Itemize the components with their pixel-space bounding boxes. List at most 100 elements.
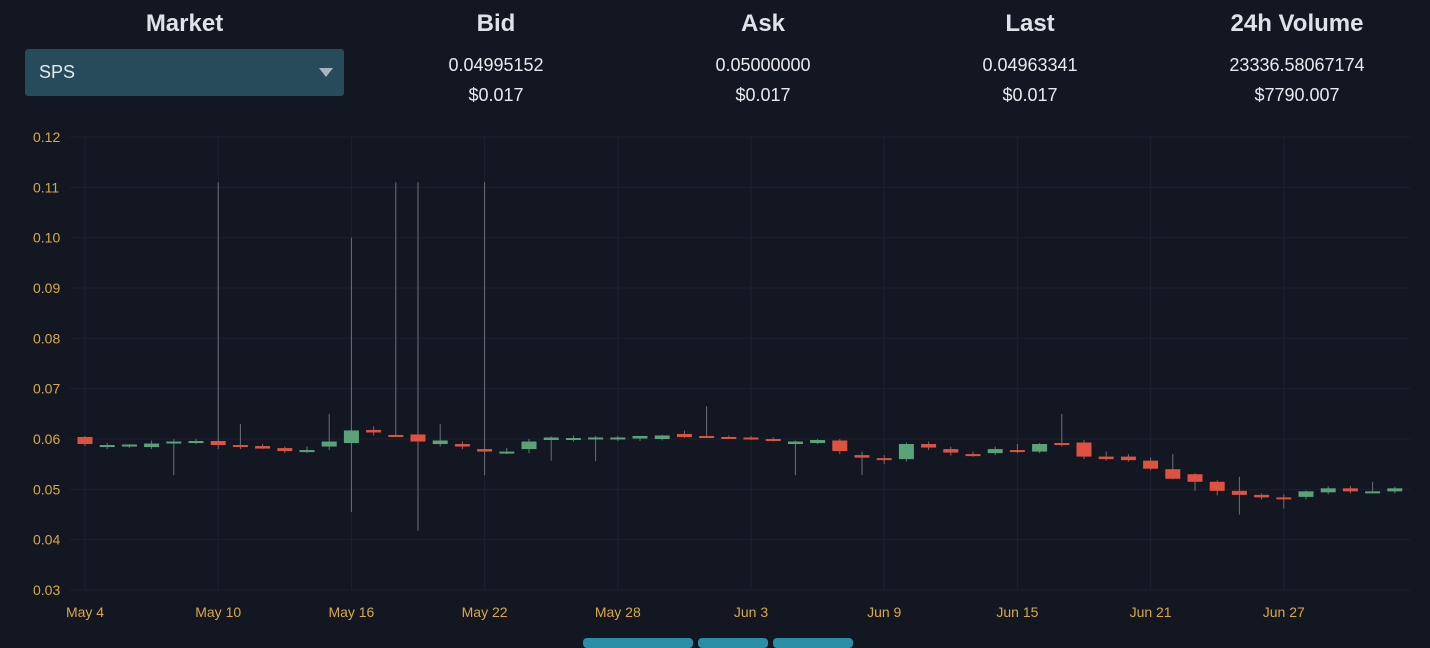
candle-body bbox=[232, 445, 248, 448]
candle-body bbox=[477, 449, 493, 452]
candle bbox=[1298, 490, 1314, 500]
candle-body bbox=[787, 441, 803, 445]
last-column: Last 0.04963341 $0.017 bbox=[930, 8, 1130, 110]
y-tick-label: 0.10 bbox=[33, 230, 60, 246]
candle-body bbox=[277, 448, 293, 452]
candlestick-chart[interactable]: 0.12 0.11 0.10 0.09 0.08 0.07 0.06 0.05 0.04 0.03… bbox=[0, 120, 1430, 630]
candle-body bbox=[1209, 481, 1225, 491]
candle bbox=[410, 182, 426, 531]
candle-body bbox=[343, 430, 359, 444]
candle-body bbox=[854, 455, 870, 458]
x-tick-label: Jun 3 bbox=[734, 604, 768, 620]
candle-body bbox=[77, 436, 93, 445]
candle-body bbox=[1320, 488, 1336, 493]
candle bbox=[1165, 454, 1181, 480]
candle-body bbox=[210, 441, 226, 446]
last-value: 0.04963341 bbox=[982, 55, 1078, 75]
candle-body bbox=[810, 440, 826, 444]
candle-body bbox=[121, 444, 137, 447]
x-tick-label: Jun 27 bbox=[1263, 604, 1305, 620]
candle-body bbox=[454, 444, 470, 447]
bid-column: Bid 0.04995152 $0.017 bbox=[396, 8, 596, 110]
candle-body bbox=[743, 437, 759, 440]
candle-body bbox=[921, 444, 937, 448]
market-column: Market bbox=[25, 8, 344, 40]
candle bbox=[255, 444, 271, 450]
candle-body bbox=[410, 434, 426, 442]
candle-body bbox=[1054, 443, 1070, 446]
candle bbox=[987, 446, 1003, 456]
candle-body bbox=[299, 450, 315, 453]
candle-body bbox=[1076, 442, 1092, 457]
candle bbox=[943, 446, 959, 456]
candle-body bbox=[144, 443, 160, 448]
x-tick-label: Jun 9 bbox=[867, 604, 901, 620]
candle-body bbox=[1032, 444, 1048, 452]
candles bbox=[77, 182, 1403, 531]
candle bbox=[1320, 486, 1336, 495]
candle-body bbox=[832, 440, 848, 452]
candle bbox=[832, 439, 848, 455]
x-tick-label: Jun 21 bbox=[1130, 604, 1172, 620]
candle-body bbox=[255, 446, 271, 449]
candle-body bbox=[1254, 494, 1270, 498]
candle bbox=[765, 437, 781, 442]
y-tick-label: 0.09 bbox=[33, 280, 60, 296]
candle bbox=[610, 435, 626, 442]
y-tick-label: 0.12 bbox=[33, 129, 60, 145]
candle-body bbox=[987, 449, 1003, 454]
candle bbox=[144, 440, 160, 450]
candle-body bbox=[1187, 474, 1203, 482]
candle bbox=[210, 182, 226, 450]
ask-column: Ask 0.05000000 $0.017 bbox=[663, 8, 863, 110]
candle-body bbox=[876, 458, 892, 461]
volume-value: 23336.58067174 bbox=[1229, 55, 1365, 75]
candle-body bbox=[1009, 450, 1025, 453]
market-select[interactable]: SPS bbox=[25, 49, 344, 96]
timeframe-buttons bbox=[0, 636, 1430, 648]
candle bbox=[1365, 481, 1381, 494]
y-tick-label: 0.11 bbox=[33, 179, 59, 195]
candle bbox=[1276, 494, 1292, 509]
candle bbox=[121, 444, 137, 449]
candle bbox=[965, 451, 981, 457]
candle bbox=[1120, 454, 1136, 462]
candle bbox=[499, 448, 515, 455]
timeframe-button[interactable] bbox=[773, 638, 853, 648]
bid-value: 0.04995152 bbox=[448, 55, 544, 75]
market-select-value: SPS bbox=[39, 62, 76, 82]
candle bbox=[299, 446, 315, 454]
x-tick-label: May 16 bbox=[328, 604, 374, 620]
candle-body bbox=[1231, 490, 1247, 495]
candle bbox=[588, 435, 604, 462]
candle bbox=[1209, 480, 1225, 496]
x-axis: May 4 May 10 May 16 May 22 May 28 Jun 3 Jun 9 J… bbox=[66, 604, 1305, 620]
candle-body bbox=[765, 439, 781, 441]
candle bbox=[565, 435, 581, 442]
candle-body bbox=[1276, 497, 1292, 500]
candle-body bbox=[1387, 488, 1403, 492]
timeframe-button[interactable] bbox=[583, 638, 693, 648]
candle bbox=[743, 435, 759, 441]
candle bbox=[699, 406, 715, 438]
candle bbox=[787, 440, 803, 476]
timeframe-button[interactable] bbox=[698, 638, 768, 648]
last-title: Last bbox=[1005, 10, 1055, 37]
chevron-down-icon bbox=[319, 68, 333, 77]
candle bbox=[388, 182, 404, 437]
candle-body bbox=[321, 441, 337, 447]
y-tick-label: 0.05 bbox=[33, 481, 60, 497]
candle bbox=[1387, 486, 1403, 494]
candle bbox=[366, 426, 382, 436]
candle-body bbox=[965, 454, 981, 457]
candle bbox=[454, 441, 470, 450]
candle bbox=[1054, 413, 1070, 447]
candle bbox=[321, 413, 337, 451]
candle-body bbox=[588, 437, 604, 440]
candle-body bbox=[499, 451, 515, 454]
ask-usd: $0.017 bbox=[735, 85, 791, 105]
candle-body bbox=[610, 437, 626, 440]
candle-body bbox=[388, 434, 404, 437]
x-tick-label: May 10 bbox=[195, 604, 241, 620]
candle bbox=[166, 439, 182, 476]
